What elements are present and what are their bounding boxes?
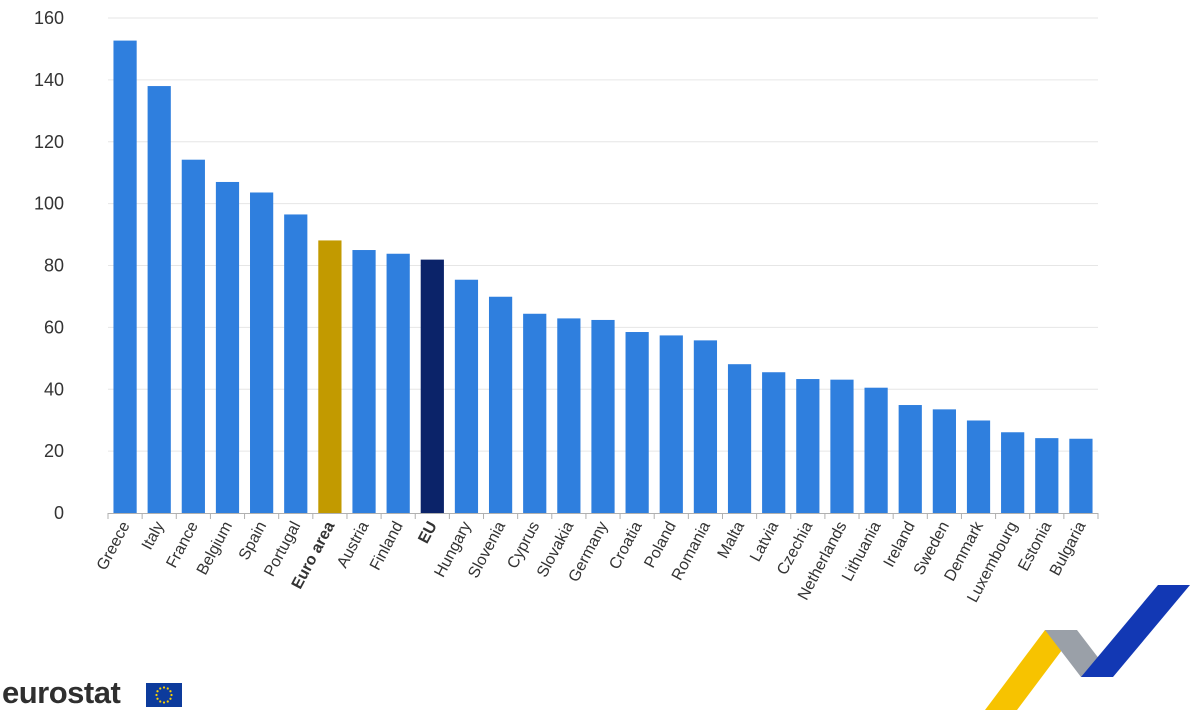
- y-tick-label: 140: [34, 70, 64, 90]
- y-tick-label: 20: [44, 441, 64, 461]
- flag-star: [156, 690, 159, 693]
- x-tick-label: Ireland: [881, 519, 919, 570]
- bar-sweden: [932, 409, 956, 513]
- bar-portugal: [284, 214, 308, 513]
- eurostat-chevron-icon: [985, 585, 1190, 710]
- x-tick-label: Croatia: [606, 519, 645, 573]
- x-axis: [107, 513, 1099, 519]
- bar-greece: [113, 40, 137, 513]
- flag-star: [169, 697, 172, 700]
- flag-star: [162, 701, 166, 704]
- flag-star: [169, 690, 172, 693]
- y-axis-ticks: 0 20 40 60 80 100 120 140 160: [34, 8, 64, 523]
- y-tick-label: 40: [44, 379, 64, 399]
- bar-eu: [420, 259, 444, 513]
- x-tick-label: France: [163, 519, 201, 571]
- bar-estonia: [1035, 438, 1059, 513]
- bar-germany: [591, 319, 615, 513]
- bar-poland: [659, 335, 683, 513]
- bar-slovakia: [557, 318, 581, 513]
- bar-malta: [727, 364, 752, 513]
- bar-austria: [352, 250, 376, 513]
- bar-italy: [147, 86, 171, 513]
- x-tick-label: Latvia: [747, 519, 782, 565]
- x-tick-label: Italy: [139, 519, 168, 553]
- bar-ireland: [898, 405, 922, 513]
- x-tick-label: EU: [415, 519, 440, 547]
- x-tick-label: Malta: [715, 519, 748, 562]
- bar-france: [181, 159, 205, 513]
- bar-belgium: [215, 181, 240, 513]
- flag-star: [166, 700, 169, 703]
- flag-star: [166, 687, 169, 690]
- y-tick-label: 120: [34, 132, 64, 152]
- flag-star: [159, 687, 162, 690]
- bar-lithuania: [864, 387, 888, 513]
- y-tick-label: 60: [44, 317, 64, 337]
- bar-euro-area: [318, 240, 342, 514]
- y-tick-label: 160: [34, 8, 64, 28]
- bar-czechia: [796, 379, 820, 513]
- bar-netherlands: [830, 379, 854, 513]
- bar-romania: [693, 340, 718, 513]
- bar-cyprus: [523, 313, 547, 513]
- x-tick-label: Poland: [641, 519, 679, 571]
- bar-finland: [386, 253, 410, 513]
- flag-star: [162, 686, 166, 689]
- eurostat-logo-text: eurostat: [2, 675, 121, 710]
- x-tick-label: Greece: [94, 519, 134, 573]
- bar-slovenia: [488, 296, 513, 513]
- y-tick-label: 80: [44, 256, 64, 276]
- x-tick-label: Austria: [334, 519, 372, 571]
- bar-denmark: [966, 420, 991, 513]
- bar-latvia: [762, 372, 786, 513]
- flag-star: [155, 693, 158, 697]
- bars: [113, 40, 1093, 514]
- eu-flag-icon: [146, 683, 182, 707]
- bar-hungary: [454, 279, 479, 513]
- bar-luxembourg: [1001, 432, 1025, 513]
- x-tick-label: Spain: [236, 519, 270, 563]
- flag-star: [170, 693, 173, 697]
- x-tick-label: Finland: [367, 519, 407, 573]
- x-tick-label: Cyprus: [504, 519, 543, 572]
- flag-star: [159, 700, 162, 703]
- y-tick-label: 100: [34, 194, 64, 214]
- bar-croatia: [625, 332, 649, 513]
- flag-star: [156, 697, 159, 700]
- bar-spain: [250, 192, 274, 514]
- bar-bulgaria: [1069, 438, 1093, 513]
- y-tick-label: 0: [54, 503, 64, 523]
